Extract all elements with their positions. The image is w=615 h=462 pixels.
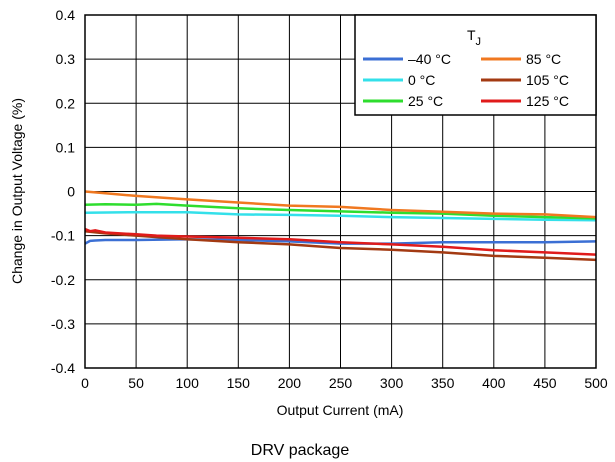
legend-label: 125 °C: [526, 93, 569, 109]
series-line-2: [84, 202, 597, 220]
y-tick-label: 0: [67, 184, 75, 200]
legend-label: 105 °C: [526, 72, 569, 88]
x-tick-label: 500: [584, 375, 608, 391]
legend-title-subscript: J: [476, 36, 482, 48]
x-tick-label: 200: [278, 375, 302, 391]
series-line-0: [84, 237, 597, 245]
x-tick-label: 300: [380, 375, 404, 391]
x-tick-label: 350: [431, 375, 455, 391]
plot-frame: [84, 14, 597, 369]
legend-label: –40 °C: [408, 51, 451, 67]
legend-title: TJ: [467, 27, 481, 48]
y-tick-label: 0.4: [56, 7, 76, 23]
y-tick-label: -0.2: [51, 272, 75, 288]
legend-label: 85 °C: [526, 51, 561, 67]
legend-box: [354, 14, 597, 116]
y-tick-label: 0.2: [56, 95, 76, 111]
legend-label: 0 °C: [408, 72, 435, 88]
series-line-5: [84, 227, 597, 256]
x-tick-label: 0: [81, 375, 89, 391]
series-line-3: [84, 190, 597, 219]
y-tick-label: -0.3: [51, 316, 75, 332]
chart-caption: DRV package: [251, 442, 350, 459]
x-tick-label: 450: [533, 375, 557, 391]
x-tick-label: 100: [176, 375, 200, 391]
x-tick-label: 150: [227, 375, 251, 391]
y-axis-title: Change in Output Voltage (%): [9, 98, 25, 284]
x-tick-label: 400: [482, 375, 506, 391]
y-tick-label: 0.3: [56, 51, 76, 67]
legend-items: –40 °C 0 °C 25 °C 85 °C 105 °C 125 °C: [363, 51, 569, 109]
legend-label: 25 °C: [408, 93, 443, 109]
legend: TJ –40 °C 0 °C 25 °C 85 °C 105 °C 125 °C: [354, 14, 597, 116]
y-tick-labels: 0.4 0.3 0.2 0.1 0 -0.1 -0.2 -0.3 -0.4: [51, 7, 75, 376]
y-tick-label: -0.1: [51, 228, 75, 244]
x-tick-label: 250: [329, 375, 353, 391]
x-tick-labels: 0 50 100 150 200 250 300 350 400 450 500: [81, 375, 608, 391]
y-tick-label: 0.1: [56, 139, 76, 155]
series-lines: [84, 190, 597, 262]
legend-title-main: T: [467, 27, 476, 43]
series-line-1: [84, 210, 597, 222]
x-tick-label: 50: [128, 375, 144, 391]
y-tick-label: -0.4: [51, 360, 75, 376]
x-axis-title: Output Current (mA): [277, 402, 404, 418]
